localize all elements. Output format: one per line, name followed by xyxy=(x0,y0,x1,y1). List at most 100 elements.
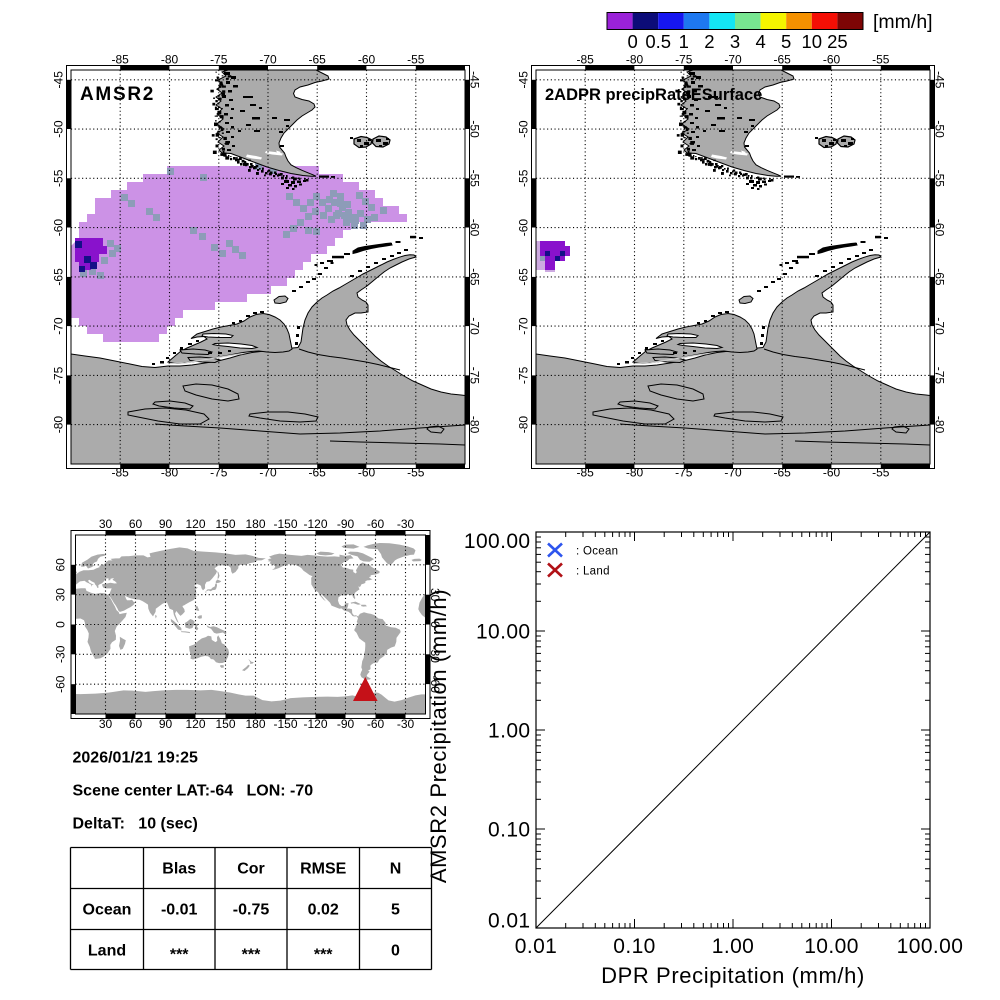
svg-text:5: 5 xyxy=(781,31,791,52)
svg-text:90: 90 xyxy=(159,717,173,731)
svg-text:-55: -55 xyxy=(872,53,890,67)
svg-text:-45: -45 xyxy=(52,71,66,89)
svg-text:-80: -80 xyxy=(626,53,644,67)
svg-text:[mm/h]: [mm/h] xyxy=(873,11,933,33)
svg-text:-60: -60 xyxy=(54,675,68,693)
svg-text:-75: -75 xyxy=(517,366,531,384)
svg-text:4: 4 xyxy=(755,31,765,52)
svg-text:: Land: : Land xyxy=(576,566,610,578)
svg-text:-70: -70 xyxy=(52,317,66,335)
svg-text:-80: -80 xyxy=(468,416,482,434)
svg-text:0.10: 0.10 xyxy=(488,819,530,842)
svg-text:2026/01/21 19:25: 2026/01/21 19:25 xyxy=(73,750,199,767)
svg-text:-65: -65 xyxy=(52,268,66,286)
svg-text:-80: -80 xyxy=(517,416,531,434)
svg-text:120: 120 xyxy=(185,517,205,531)
svg-text:-50: -50 xyxy=(468,120,482,138)
svg-text:30: 30 xyxy=(54,588,68,602)
svg-text:90: 90 xyxy=(159,517,173,531)
svg-text:Scene center LAT:-64 LON: -7: Scene center LAT:-64 LON: -70 xyxy=(73,783,314,800)
svg-text:5: 5 xyxy=(391,902,400,919)
svg-text:100.00: 100.00 xyxy=(897,935,964,958)
svg-text:-50: -50 xyxy=(933,120,947,138)
svg-text:-50: -50 xyxy=(52,120,66,138)
svg-text:-55: -55 xyxy=(872,466,890,480)
svg-text:-70: -70 xyxy=(724,466,742,480)
svg-text:180: 180 xyxy=(245,517,265,531)
svg-text:-55: -55 xyxy=(468,170,482,188)
svg-text:-65: -65 xyxy=(933,268,947,286)
svg-text:AMSR2: AMSR2 xyxy=(80,84,155,105)
svg-text:-80: -80 xyxy=(933,416,947,434)
svg-text:-60: -60 xyxy=(358,466,376,480)
svg-text:10.00: 10.00 xyxy=(476,621,531,644)
svg-text:-0.75: -0.75 xyxy=(233,902,270,919)
svg-text:-45: -45 xyxy=(468,71,482,89)
svg-text:-75: -75 xyxy=(210,466,228,480)
svg-text:180: 180 xyxy=(245,717,265,731)
svg-text:-65: -65 xyxy=(309,53,327,67)
svg-text:-75: -75 xyxy=(210,53,228,67)
svg-text:Land: Land xyxy=(88,943,126,960)
svg-text:-65: -65 xyxy=(468,268,482,286)
svg-text:-80: -80 xyxy=(161,53,179,67)
svg-text:3: 3 xyxy=(730,31,740,52)
svg-text:1.00: 1.00 xyxy=(488,720,530,743)
svg-text:0.01: 0.01 xyxy=(515,935,557,958)
svg-text:-70: -70 xyxy=(468,317,482,335)
svg-text:-120: -120 xyxy=(303,517,327,531)
svg-text:-30: -30 xyxy=(397,517,415,531)
svg-text:25: 25 xyxy=(827,31,848,52)
svg-text:10: 10 xyxy=(802,31,823,52)
svg-text:-60: -60 xyxy=(823,53,841,67)
svg-text:-85: -85 xyxy=(112,53,130,67)
svg-text:-75: -75 xyxy=(52,366,66,384)
svg-text:-30: -30 xyxy=(54,645,68,663)
svg-text:-65: -65 xyxy=(517,268,531,286)
svg-text:-60: -60 xyxy=(933,219,947,237)
svg-text:2ADPR precipRateESurface: 2ADPR precipRateESurface xyxy=(545,86,762,104)
svg-text:-60: -60 xyxy=(358,53,376,67)
svg-text:-80: -80 xyxy=(52,416,66,434)
svg-text:-70: -70 xyxy=(517,317,531,335)
svg-text:Cor: Cor xyxy=(237,861,265,878)
svg-text:-55: -55 xyxy=(933,170,947,188)
svg-text:1: 1 xyxy=(679,31,689,52)
svg-text:-60: -60 xyxy=(428,676,442,694)
svg-text:-45: -45 xyxy=(933,71,947,89)
svg-text:1.00: 1.00 xyxy=(712,935,754,958)
svg-text:Blas: Blas xyxy=(162,861,196,878)
svg-text:DPR Precipitation (mm/h): DPR Precipitation (mm/h) xyxy=(601,963,865,988)
svg-text:DeltaT: 10 (sec): DeltaT: 10 (sec) xyxy=(73,816,198,833)
svg-text:-30: -30 xyxy=(397,717,415,731)
svg-text:-60: -60 xyxy=(52,219,66,237)
svg-text:-85: -85 xyxy=(577,53,595,67)
svg-text:-60: -60 xyxy=(468,219,482,237)
svg-text:2: 2 xyxy=(704,31,714,52)
svg-text:60: 60 xyxy=(428,558,442,572)
svg-text:-55: -55 xyxy=(517,169,531,187)
svg-text:30: 30 xyxy=(99,517,113,531)
svg-text:30: 30 xyxy=(428,588,442,602)
svg-text:-70: -70 xyxy=(724,53,742,67)
svg-text:150: 150 xyxy=(215,717,235,731)
svg-text:Ocean: Ocean xyxy=(83,902,132,919)
svg-text:120: 120 xyxy=(185,717,205,731)
svg-text:-75: -75 xyxy=(468,367,482,385)
svg-text:-65: -65 xyxy=(774,53,792,67)
svg-text:-60: -60 xyxy=(367,717,385,731)
svg-text:-70: -70 xyxy=(259,466,277,480)
svg-text:-55: -55 xyxy=(407,466,425,480)
svg-text:0.5: 0.5 xyxy=(645,31,671,52)
svg-text:-60: -60 xyxy=(367,517,385,531)
svg-text:-80: -80 xyxy=(626,466,644,480)
svg-text:100.00: 100.00 xyxy=(464,530,531,553)
svg-text:-60: -60 xyxy=(517,219,531,237)
svg-text:0.01: 0.01 xyxy=(488,910,530,933)
svg-text:0: 0 xyxy=(428,621,442,628)
svg-text:60: 60 xyxy=(129,717,143,731)
svg-text:-85: -85 xyxy=(577,466,595,480)
svg-text:-55: -55 xyxy=(407,53,425,67)
svg-text:-90: -90 xyxy=(337,517,355,531)
svg-text:-30: -30 xyxy=(428,646,442,664)
